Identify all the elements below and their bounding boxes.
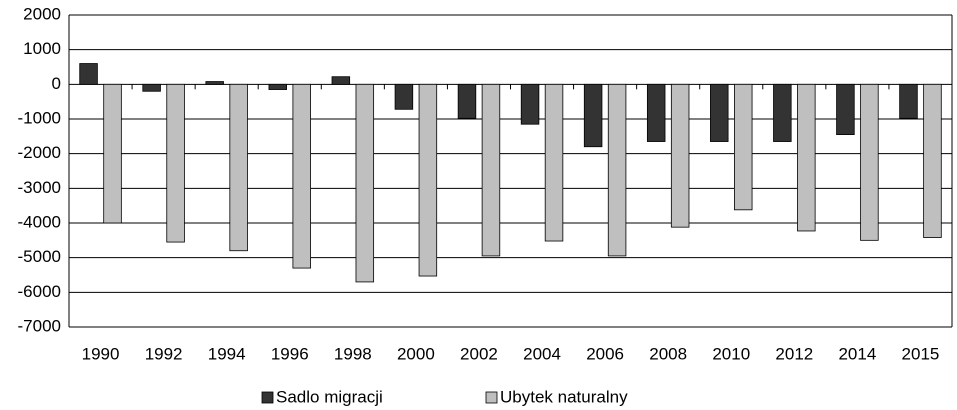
bar (103, 83, 122, 224)
bar (520, 83, 540, 125)
y-tick-label: -5000 (18, 247, 61, 266)
x-tick-label: 2012 (775, 344, 813, 363)
bar (166, 83, 185, 243)
legend-swatch (261, 391, 274, 404)
bar (607, 83, 627, 257)
bar (229, 83, 248, 252)
bar (836, 83, 855, 136)
x-tick-label: 2015 (902, 344, 940, 363)
bar (670, 83, 690, 228)
y-tick-label: 0 (52, 74, 61, 93)
y-tick-label: -6000 (18, 282, 61, 301)
y-tick-label: -3000 (18, 178, 61, 197)
bar (773, 83, 792, 142)
legend-swatch (485, 391, 498, 404)
x-tick-label: 1992 (145, 344, 183, 363)
x-tick-label: 2006 (586, 344, 624, 363)
bar (457, 83, 477, 119)
bar (355, 83, 375, 283)
bar (710, 83, 729, 142)
bar (583, 83, 603, 148)
bar (899, 83, 918, 119)
x-tick-label: 1996 (271, 344, 309, 363)
bar (331, 76, 351, 85)
bar (418, 83, 438, 277)
legend-label: Sadlo migracji (276, 387, 383, 406)
bar (205, 81, 224, 85)
bar (142, 83, 161, 92)
bar (797, 83, 816, 232)
x-tick-label: 2002 (460, 344, 498, 363)
x-tick-label: 1994 (208, 344, 246, 363)
bar (646, 83, 666, 142)
y-tick-label: 2000 (23, 4, 61, 23)
x-tick-label: 1998 (334, 344, 372, 363)
x-tick-label: 1990 (82, 344, 120, 363)
bar (268, 83, 287, 90)
x-tick-label: 2014 (838, 344, 876, 363)
bar (544, 83, 564, 242)
y-tick-label: -2000 (18, 143, 61, 162)
y-tick-label: -7000 (18, 316, 61, 335)
x-tick-label: 2010 (712, 344, 750, 363)
bar (292, 83, 311, 269)
legend-label: Ubytek naturalny (500, 387, 628, 406)
y-tick-label: 1000 (23, 39, 61, 58)
bar (394, 83, 414, 110)
x-tick-label: 2008 (649, 344, 687, 363)
bar (734, 83, 753, 211)
x-tick-label: 2000 (397, 344, 435, 363)
bar (860, 83, 879, 241)
bar (79, 63, 98, 85)
bar (481, 83, 501, 257)
y-tick-label: -4000 (18, 212, 61, 231)
x-tick-label: 2004 (523, 344, 561, 363)
bar (923, 83, 942, 238)
y-tick-label: -1000 (18, 108, 61, 127)
